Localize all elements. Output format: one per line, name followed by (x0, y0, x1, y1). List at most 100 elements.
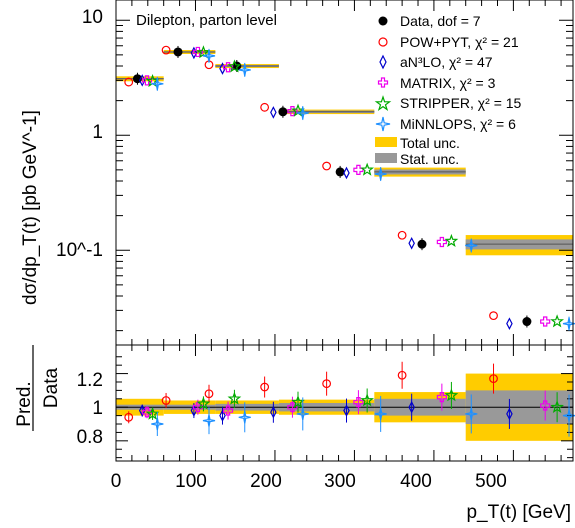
ratio-plot-frame (115, 344, 574, 462)
ratio-point-open-circle (260, 382, 270, 392)
upper-point-star (227, 59, 242, 73)
ratio-point-star-cross (296, 407, 309, 421)
upper-point-open-circle (397, 230, 407, 240)
legend-box-stat-unc (375, 153, 397, 163)
upper-point-open-cross (540, 316, 551, 327)
upper-point-star (550, 314, 564, 328)
ratio-y-tick-label-1: 1 (92, 398, 103, 419)
upper-point-open-cross (436, 236, 447, 248)
x-tick-label-300: 300 (324, 471, 356, 492)
ratio-point-star (360, 393, 375, 407)
upper-point-open-diamond (270, 106, 277, 119)
legend-label-stripper: STRIPPER, χ² = 15 (400, 95, 522, 111)
ratio-point-star (550, 399, 564, 414)
legend-marker-stripper (374, 95, 392, 112)
ratio-point-star-cross (374, 407, 387, 421)
ratio-point-open-diamond (343, 404, 350, 417)
legend-box-total-unc (375, 137, 397, 147)
ratio-point-open-cross (141, 407, 153, 418)
upper-point-open-circle (124, 77, 134, 87)
upper-point-filled-circle (417, 239, 427, 249)
legend-label-stat-unc: Stat. unc. (400, 151, 459, 167)
ratio-point-open-cross (287, 402, 298, 413)
upper-point-open-diamond (506, 317, 513, 330)
upper-point-star-cross (296, 106, 309, 120)
y-axis-label: dσ/dp_T(t) [pb GeV^-1] (20, 110, 41, 305)
ratio-y-tick-label-1p2: 1.2 (77, 370, 103, 391)
upper-point-star (196, 45, 211, 59)
ratio-point-star (145, 406, 160, 420)
ratio-point-star-cross (465, 407, 478, 421)
upper-point-open-diamond (219, 62, 226, 75)
upper-point-star-cross (202, 49, 216, 62)
upper-point-filled-circle (173, 47, 183, 57)
upper-uncertainty-bands (116, 49, 573, 256)
ratio-point-star-cross (562, 409, 575, 422)
x-tick-label-200: 200 (250, 471, 282, 492)
upper-point-star (360, 162, 375, 176)
upper-point-filled-circle (522, 317, 532, 327)
ratio-point-open-cross (222, 405, 234, 416)
upper-point-star-cross (374, 167, 387, 181)
y-tick-label-0p1: 10^-1 (56, 240, 103, 261)
y-tick-label-1: 1 (92, 122, 103, 143)
ratio-y-tick-label-0p8: 0.8 (77, 427, 103, 448)
x-tick-label-0: 0 (111, 471, 122, 492)
ratio-point-open-cross (436, 392, 447, 403)
upper-point-star-cross (465, 239, 478, 252)
upper-point-open-cross (141, 75, 153, 86)
ratio-point-open-cross (353, 397, 364, 408)
ratio-point-open-diamond (506, 407, 513, 421)
legend-marker-minnlops (375, 116, 391, 132)
ratio-point-star (227, 391, 242, 405)
ratio-y-label-pred: Pred. (14, 381, 35, 426)
legend-marker-an3lo (379, 54, 387, 70)
ratio-point-star-cross (202, 414, 216, 427)
x-tick-label-100: 100 (175, 471, 207, 492)
upper-point-open-cross (353, 164, 364, 175)
ratio-point-star (196, 396, 211, 410)
upper-point-open-circle (322, 161, 332, 171)
upper-point-filled-circle (232, 61, 242, 71)
upper-point-star-cross (562, 317, 575, 330)
legend-label-powpyt: POW+PYT, χ² = 21 (400, 34, 519, 50)
legend-label-minnlops: MiNNLOPS, χ² = 6 (400, 116, 516, 132)
ratio-point-open-circle (397, 370, 407, 380)
legend-label-an3lo: aN³LO, χ² = 47 (400, 54, 493, 70)
ratio-y-label-data: Data (41, 368, 62, 409)
upper-point-open-diamond (343, 166, 350, 180)
upper-point-open-circle (489, 311, 498, 321)
upper-point-star (444, 233, 459, 247)
ratio-point-star-cross (151, 417, 164, 431)
ratio-point-open-circle (204, 389, 214, 399)
legend-label-data: Data, dof = 7 (400, 13, 481, 29)
legend: Data, dof = 7 POW+PYT, χ² = 21 aN³LO, χ²… (374, 13, 522, 167)
legend-label-matrix: MATRIX, χ² = 3 (400, 75, 496, 91)
upper-point-star-cross (238, 63, 251, 77)
ratio-point-open-diamond (408, 400, 415, 414)
upper-point-filled-circle (278, 107, 288, 117)
ratio-point-open-circle (124, 412, 134, 422)
y-tick-label-10: 10 (82, 7, 103, 28)
ratio-point-open-cross (192, 402, 203, 413)
upper-point-open-diamond (408, 236, 415, 250)
legend-marker-matrix (377, 77, 389, 88)
ratio-point-open-diamond (270, 405, 277, 419)
legend-marker-powpyt (378, 37, 388, 47)
upper-point-open-diamond (190, 46, 198, 60)
x-axis-label: p_T(t) [GeV] (466, 502, 571, 523)
data-points (124, 45, 575, 437)
ratio-point-star-cross (238, 411, 251, 424)
ratio-point-open-circle (322, 379, 332, 389)
ratio-point-star (444, 388, 459, 402)
ratio-point-open-cross (540, 400, 551, 411)
x-tick-label-400: 400 (400, 471, 432, 492)
upper-point-open-circle (161, 45, 171, 55)
ratio-point-star (291, 394, 305, 409)
ratio-point-open-diamond (219, 409, 226, 422)
upper-point-open-circle (260, 102, 270, 112)
upper-point-filled-circle (335, 167, 345, 177)
ratio-uncertainty-bands (116, 373, 573, 441)
dilepton-annotation: Dilepton, parton level (136, 12, 277, 29)
